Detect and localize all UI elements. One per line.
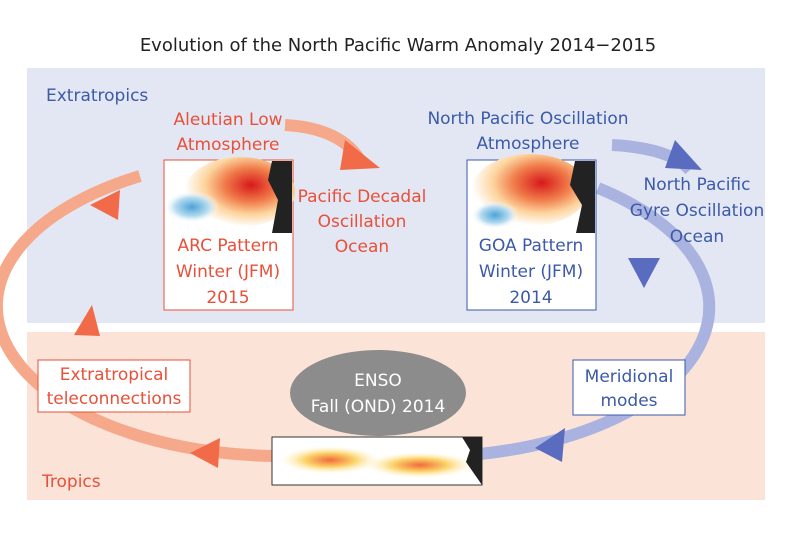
teleconnections-box — [37, 359, 191, 413]
map-shading — [164, 191, 220, 223]
map-land — [462, 437, 482, 485]
node-text: Meridional — [585, 367, 674, 387]
node-text: North Pacific Oscillation — [427, 109, 628, 129]
arrowhead — [665, 140, 702, 170]
map-shading — [365, 452, 475, 478]
arrowhead — [628, 258, 660, 288]
node-text: Oscillation — [318, 212, 407, 232]
node-text: Winter (JFM) — [176, 262, 280, 282]
node-text: Ocean — [335, 237, 389, 257]
map-land — [570, 161, 595, 233]
meridional-box — [572, 359, 686, 416]
node-text: Aleutian Low — [173, 110, 282, 130]
map-land — [268, 161, 292, 233]
title: Evolution of the North Pacific Warm Anom… — [140, 35, 656, 56]
map-shading — [471, 201, 519, 229]
node-text: ARC Pattern — [177, 236, 278, 256]
node-text: modes — [600, 391, 657, 411]
cycle-arrow — [479, 182, 716, 460]
node-text: GOA Pattern — [479, 236, 583, 256]
node-text: Extratropical — [60, 365, 169, 385]
arrowhead — [340, 140, 380, 170]
node-text: North Pacific — [644, 175, 751, 195]
region-label: Tropics — [41, 472, 101, 492]
node-text: Atmosphere — [177, 135, 280, 155]
arrowhead — [90, 190, 120, 220]
node-text: Pacific Decadal — [298, 187, 427, 207]
arrowhead — [190, 438, 220, 468]
node-text: teleconnections — [47, 389, 182, 409]
node-text: Winter (JFM) — [479, 262, 583, 282]
node-text: Fall (OND) 2014 — [311, 397, 446, 417]
node-text: Atmosphere — [477, 134, 580, 154]
node-text: 2015 — [206, 288, 249, 308]
node-text: 2014 — [509, 288, 552, 308]
arrowhead — [74, 305, 100, 336]
node-text: Gyre Oscillation — [630, 201, 764, 221]
cycle-arrow — [0, 170, 273, 462]
arrowhead — [535, 428, 565, 462]
region-label: Extratropics — [46, 86, 148, 106]
node-text: Ocean — [670, 227, 724, 247]
map-shading — [280, 446, 380, 474]
enso-ellipse — [290, 350, 466, 436]
node-text: ENSO — [354, 371, 402, 391]
